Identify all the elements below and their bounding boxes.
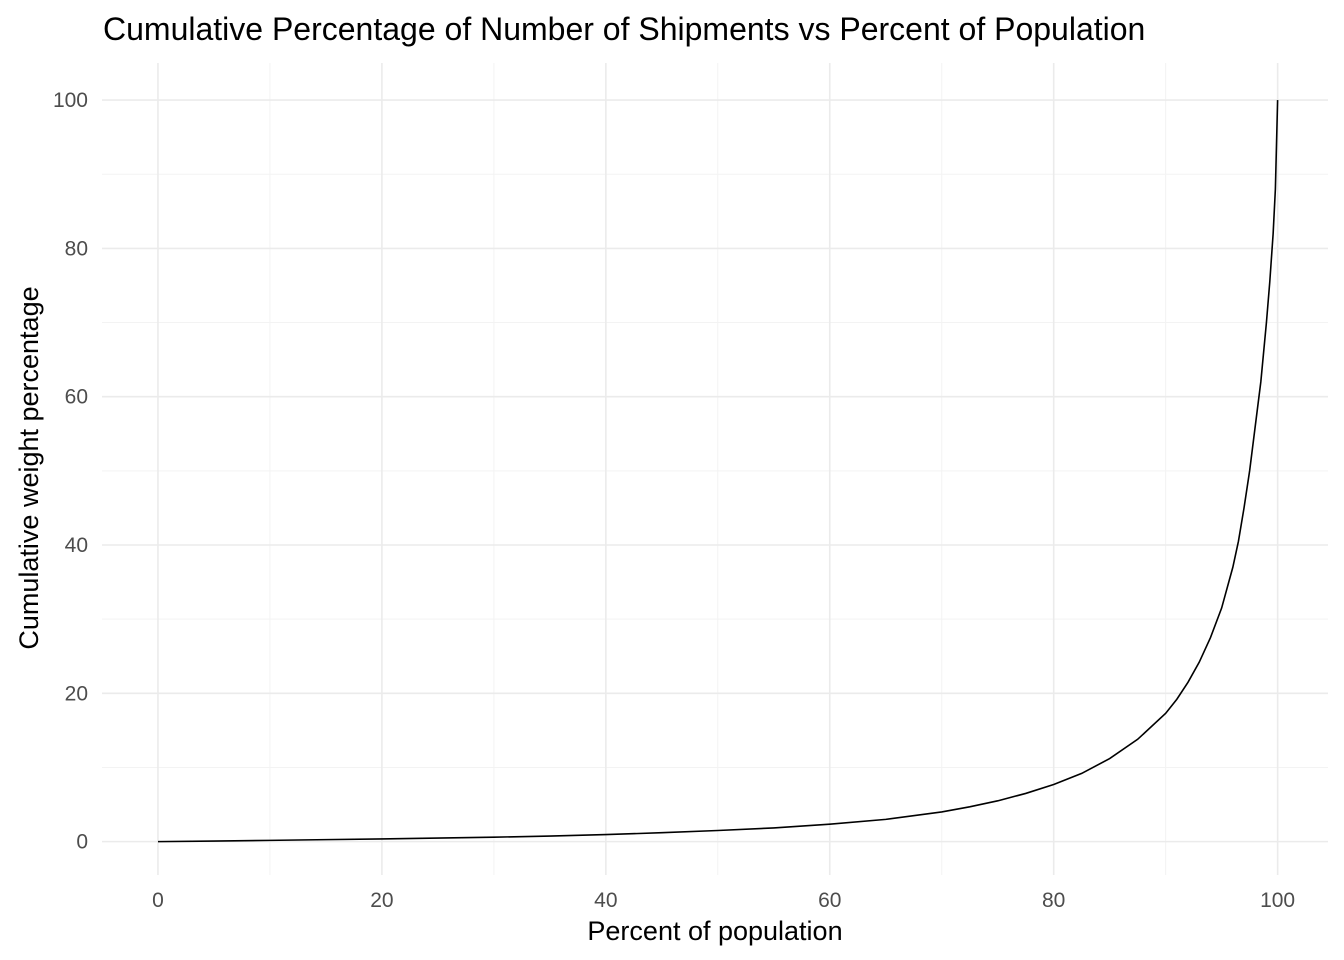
y-tick-label: 80	[65, 237, 88, 260]
x-tick-label: 80	[1042, 889, 1065, 912]
series-layer	[157, 100, 1279, 843]
y-tick-label: 20	[65, 682, 88, 705]
y-tick-label: 40	[65, 534, 88, 557]
x-axis-ticks: 0 20 40 60 80 100	[152, 889, 1295, 912]
minor-gridlines	[102, 63, 1328, 875]
series-line	[157, 100, 1279, 843]
x-tick-label: 20	[370, 889, 393, 912]
x-tick-label: 0	[152, 889, 164, 912]
major-gridlines	[102, 63, 1328, 875]
y-tick-label: 60	[65, 386, 88, 409]
x-tick-label: 100	[1260, 889, 1295, 912]
y-axis-title: Cumulative weight percentage	[14, 286, 44, 649]
y-tick-label: 0	[76, 831, 88, 854]
x-tick-label: 60	[818, 889, 841, 912]
chart-title: Cumulative Percentage of Number of Shipm…	[103, 11, 1145, 47]
y-axis-ticks: 0 20 40 60 80 100	[53, 89, 88, 854]
y-tick-label: 100	[53, 89, 88, 112]
x-axis-title: Percent of population	[587, 916, 842, 946]
x-tick-label: 40	[594, 889, 617, 912]
